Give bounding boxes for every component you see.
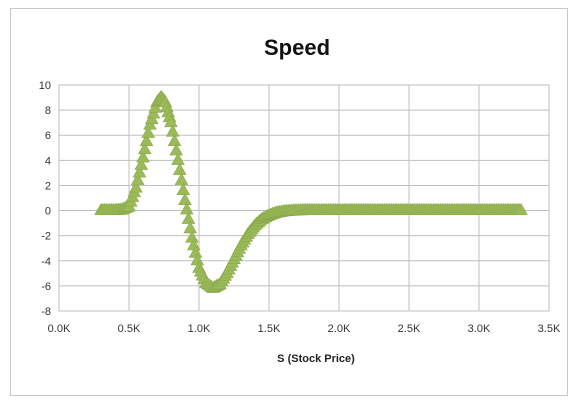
data-point	[183, 221, 198, 234]
x-tick-label: 0.0K	[48, 323, 71, 335]
data-point	[167, 133, 182, 146]
chart-svg: Speed -8 -6 -4 -2 0 2 4 6 8 10 0.0K 0.5K 1.0K 1.5K 2.…	[39, 35, 561, 365]
data-point	[514, 202, 528, 216]
grid-layer	[58, 84, 550, 312]
data-point	[172, 162, 187, 175]
y-tick-label: -2	[41, 231, 51, 243]
y-tick-label: 8	[45, 105, 51, 117]
x-tick-label: 1.0K	[188, 323, 211, 335]
y-tick-label: 2	[45, 180, 51, 192]
data-point	[169, 143, 184, 156]
y-tick-label: -4	[41, 256, 51, 268]
x-tick-label: 2.5K	[398, 323, 421, 335]
y-axis-ticks: -8 -6 -4 -2 0 2 4 6 8 10	[39, 80, 51, 318]
chart-title: Speed	[264, 35, 330, 60]
y-tick-label: 0	[45, 206, 51, 218]
data-point	[139, 133, 154, 146]
data-point	[178, 192, 192, 206]
x-tick-label: 2.0K	[328, 323, 351, 335]
data-point	[134, 157, 149, 170]
data-point	[174, 172, 189, 185]
y-tick-label: -6	[41, 281, 51, 293]
y-tick-label: 4	[45, 155, 51, 167]
data-point	[132, 165, 147, 178]
data-point	[137, 142, 152, 155]
chart-container: Speed -8 -6 -4 -2 0 2 4 6 8 10 0.0K 0.5K 1.0K 1.5K 2.…	[10, 8, 568, 396]
x-axis-ticks: 0.0K 0.5K 1.0K 1.5K 2.0K 2.5K 3.0K 3.5K	[48, 323, 561, 335]
x-axis-label: S (Stock Price)	[277, 353, 355, 365]
data-point	[181, 211, 196, 224]
data-point	[130, 172, 145, 185]
x-tick-label: 0.5K	[118, 323, 141, 335]
data-point	[141, 125, 156, 138]
data-point	[164, 115, 178, 128]
plot-area-border	[58, 84, 550, 312]
data-point	[165, 124, 180, 137]
x-tick-label: 3.5K	[538, 323, 561, 335]
x-tick-label: 1.5K	[258, 323, 281, 335]
data-point	[176, 182, 191, 195]
x-tick-label: 3.0K	[468, 323, 491, 335]
data-point	[129, 180, 143, 193]
data-points	[94, 89, 528, 293]
data-point	[179, 202, 194, 215]
y-tick-label: 10	[39, 80, 51, 92]
data-point	[136, 150, 150, 163]
y-tick-label: -8	[41, 306, 51, 318]
y-tick-label: 6	[45, 130, 51, 142]
data-point	[171, 152, 185, 165]
